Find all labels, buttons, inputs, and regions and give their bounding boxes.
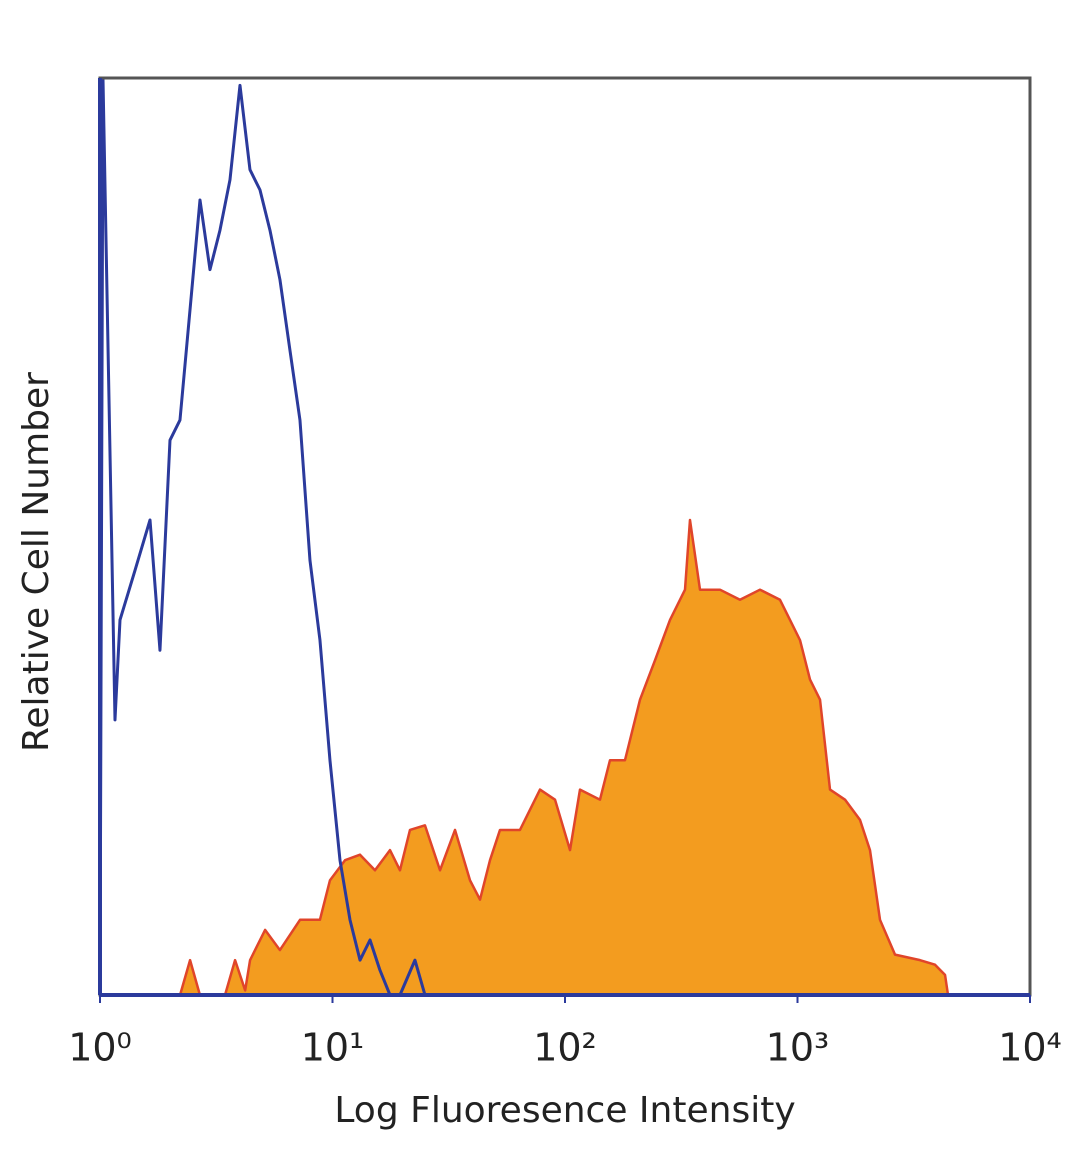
x-tick-label: 10³: [766, 1026, 830, 1070]
x-tick-label: 10⁴: [998, 1026, 1062, 1070]
x-tick-label: 10⁰: [68, 1026, 132, 1070]
x-tick-label: 10¹: [301, 1026, 365, 1070]
x-tick-label: 10²: [533, 1026, 597, 1070]
histogram-area: [98, 518, 1032, 997]
histogram-line: [98, 76, 1030, 997]
y-axis-label: Relative Cell Number: [16, 372, 57, 752]
x-axis-label: Log Fluoresence Intensity: [334, 1090, 795, 1131]
